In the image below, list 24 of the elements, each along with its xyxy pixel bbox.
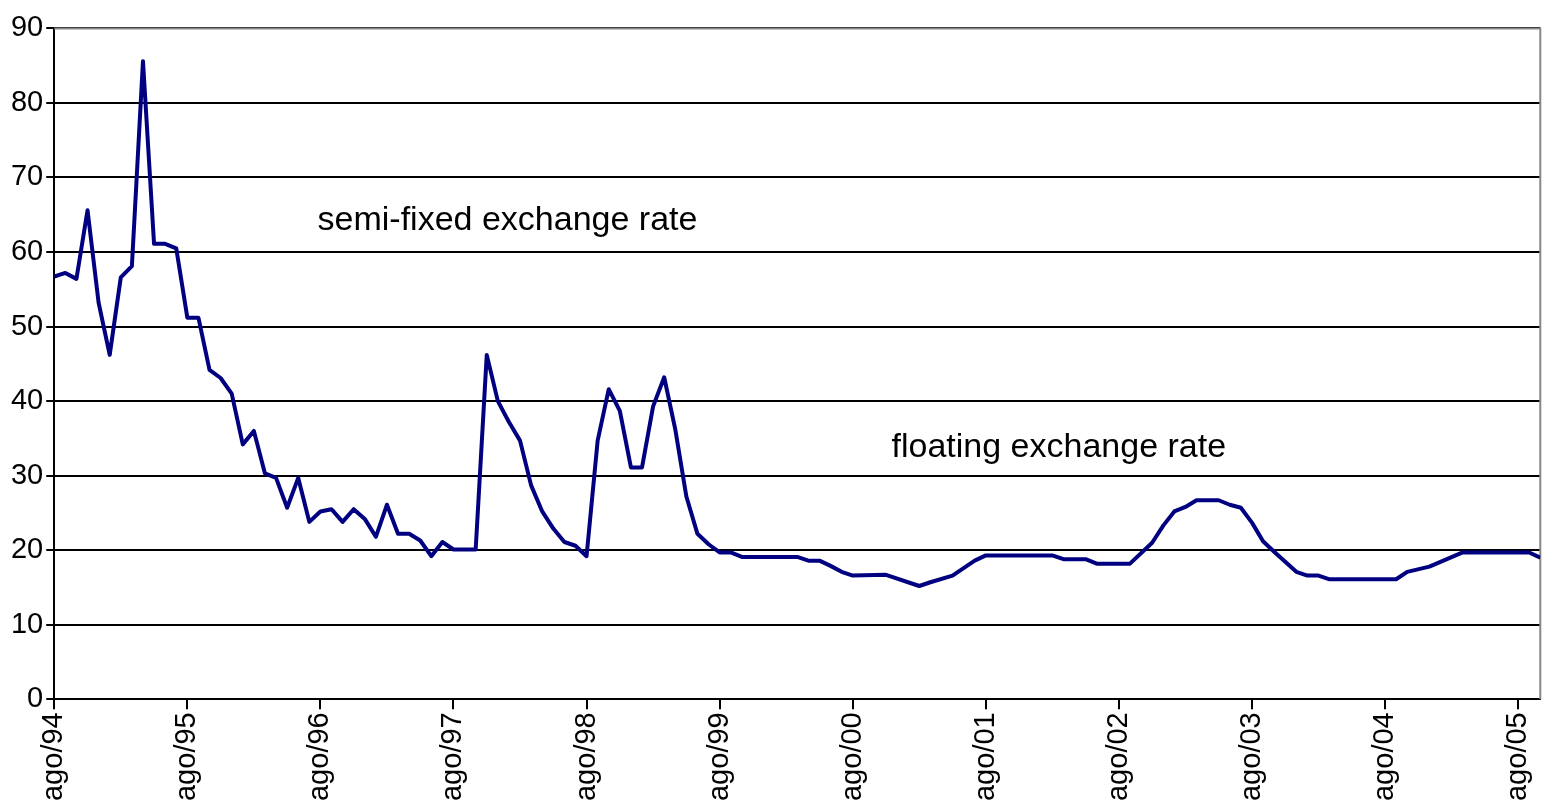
y-tick-label: 20 (10, 532, 44, 565)
annotation: floating exchange rate (891, 426, 1227, 465)
y-tick-label: 40 (10, 383, 44, 416)
x-tick-label: ago/96 (302, 712, 335, 801)
x-tick-label: ago/97 (435, 712, 468, 801)
y-tick-label: 90 (10, 10, 44, 43)
x-tick-label: ago/95 (169, 712, 202, 801)
x-tick-label: ago/02 (1100, 712, 1133, 801)
y-tick-label: 30 (10, 457, 44, 490)
x-tick-label: ago/99 (701, 712, 734, 801)
x-tick-label: ago/98 (568, 712, 601, 801)
y-tick-label: 70 (10, 159, 44, 192)
y-tick-label: 10 (10, 606, 44, 639)
x-tick-label: ago/00 (834, 712, 867, 801)
x-tick-label: ago/03 (1233, 712, 1266, 801)
x-tick-label: ago/01 (967, 712, 1000, 801)
x-tick-label: ago/05 (1500, 712, 1533, 801)
y-tick-label: 60 (10, 234, 44, 267)
y-tick-label: 50 (10, 308, 44, 341)
y-tick-label: 80 (10, 84, 44, 117)
x-tick-label: ago/04 (1367, 712, 1400, 801)
annotation: semi-fixed exchange rate (317, 199, 698, 238)
x-tick-label: ago/94 (36, 712, 69, 801)
y-tick-label: 0 (27, 681, 44, 714)
